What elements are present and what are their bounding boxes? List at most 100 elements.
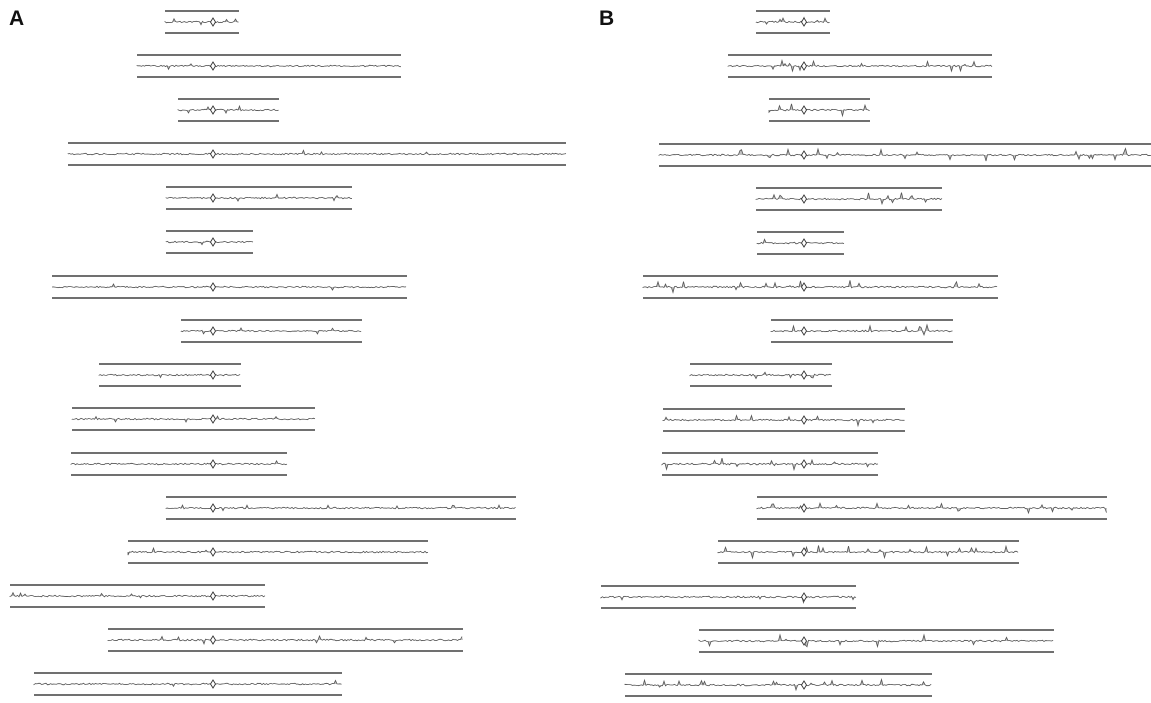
- signal-trace: [165, 239, 254, 246]
- signal-fill: [68, 150, 566, 155]
- track-b-15: [698, 629, 1054, 653]
- signal-fill: [108, 635, 463, 644]
- diamond-marker: [209, 503, 217, 513]
- signal-trace: [165, 504, 516, 512]
- signal-trace: [70, 459, 288, 466]
- track-a-3: [177, 98, 279, 122]
- track-b-1: [755, 10, 830, 34]
- diamond-marker: [209, 17, 217, 27]
- track-a-15: [107, 628, 463, 652]
- diamond-marker: [209, 370, 217, 380]
- panel-b: [600, 10, 1151, 697]
- track-a-9: [98, 363, 241, 387]
- track-a-6: [165, 230, 254, 254]
- diamond-marker: [800, 61, 808, 71]
- signal-trace: [164, 17, 239, 26]
- track-b-9: [689, 363, 832, 387]
- diamond-marker: [800, 680, 808, 690]
- track-b-5: [755, 187, 943, 211]
- signal-trace: [662, 414, 905, 428]
- signal-fill: [166, 505, 516, 511]
- signal-trace: [755, 16, 830, 25]
- signal-trace: [165, 193, 353, 202]
- diamond-marker: [209, 282, 217, 292]
- diamond-marker: [209, 149, 217, 159]
- signal-trace: [755, 192, 943, 206]
- diamond-marker: [800, 194, 808, 204]
- track-a-4: [67, 142, 567, 166]
- diamond-marker: [209, 326, 217, 336]
- signal-trace: [71, 415, 316, 423]
- signal-trace: [768, 103, 870, 118]
- diamond-marker: [209, 237, 217, 247]
- panel-label-b: B: [599, 7, 615, 30]
- track-a-12: [165, 496, 516, 520]
- signal-trace: [756, 501, 1107, 515]
- diamond-marker: [209, 61, 217, 71]
- track-a-14: [9, 584, 266, 608]
- panel-a: [9, 10, 567, 696]
- signal-fill: [166, 240, 253, 245]
- signal-trace: [107, 634, 463, 645]
- signal-trace: [661, 457, 879, 472]
- track-b-2: [727, 54, 993, 78]
- diamond-marker: [209, 459, 217, 469]
- signal-trace: [98, 373, 241, 379]
- diamond-marker: [209, 105, 217, 115]
- signal-fill: [137, 63, 401, 70]
- signal-trace: [770, 323, 953, 336]
- signal-trace: [9, 591, 266, 599]
- diamond-marker: [800, 238, 808, 248]
- track-a-1: [164, 10, 239, 34]
- signal-fill: [10, 592, 265, 598]
- diamond-marker: [800, 17, 808, 27]
- track-b-8: [770, 319, 953, 343]
- signal-trace: [689, 371, 832, 380]
- signal-trace: [698, 633, 1054, 649]
- track-a-8: [180, 319, 362, 343]
- signal-trace: [642, 280, 998, 294]
- signal-trace: [33, 679, 342, 688]
- signal-trace: [756, 238, 845, 245]
- diamond-marker: [800, 503, 808, 513]
- diamond-marker: [209, 591, 217, 601]
- track-b-4: [658, 143, 1151, 167]
- track-b-14: [600, 585, 857, 609]
- signal-trace: [127, 546, 429, 556]
- diamond-marker: [209, 414, 217, 424]
- diamond-marker: [800, 105, 808, 115]
- signal-fill: [601, 596, 856, 603]
- diamond-marker: [800, 547, 808, 557]
- track-b-7: [642, 275, 998, 299]
- track-b-10: [662, 408, 905, 432]
- signal-trace: [177, 104, 279, 114]
- track-a-11: [70, 452, 288, 476]
- signal-trace: [600, 595, 857, 604]
- diamond-marker: [800, 415, 808, 425]
- signal-trace: [180, 327, 362, 335]
- track-a-13: [127, 540, 429, 564]
- diamond-marker: [800, 150, 808, 160]
- track-a-7: [51, 275, 407, 299]
- signal-fill: [756, 192, 942, 204]
- track-b-6: [756, 231, 845, 255]
- signal-trace: [51, 283, 407, 291]
- diamond-marker: [800, 326, 808, 336]
- signal-trace: [658, 147, 1151, 162]
- diamond-marker: [209, 193, 217, 203]
- track-a-2: [136, 54, 402, 78]
- track-b-3: [768, 98, 870, 122]
- signal-trace: [717, 544, 1019, 560]
- signal-trace: [727, 59, 993, 73]
- signal-trace: [136, 63, 402, 71]
- track-a-10: [71, 407, 316, 431]
- diamond-marker: [209, 547, 217, 557]
- diamond-marker: [209, 679, 217, 689]
- diamond-marker: [800, 370, 808, 380]
- diamond-marker: [800, 636, 808, 646]
- diamond-marker: [800, 282, 808, 292]
- track-a-5: [165, 186, 353, 210]
- track-b-11: [661, 452, 879, 476]
- track-b-16: [624, 673, 932, 697]
